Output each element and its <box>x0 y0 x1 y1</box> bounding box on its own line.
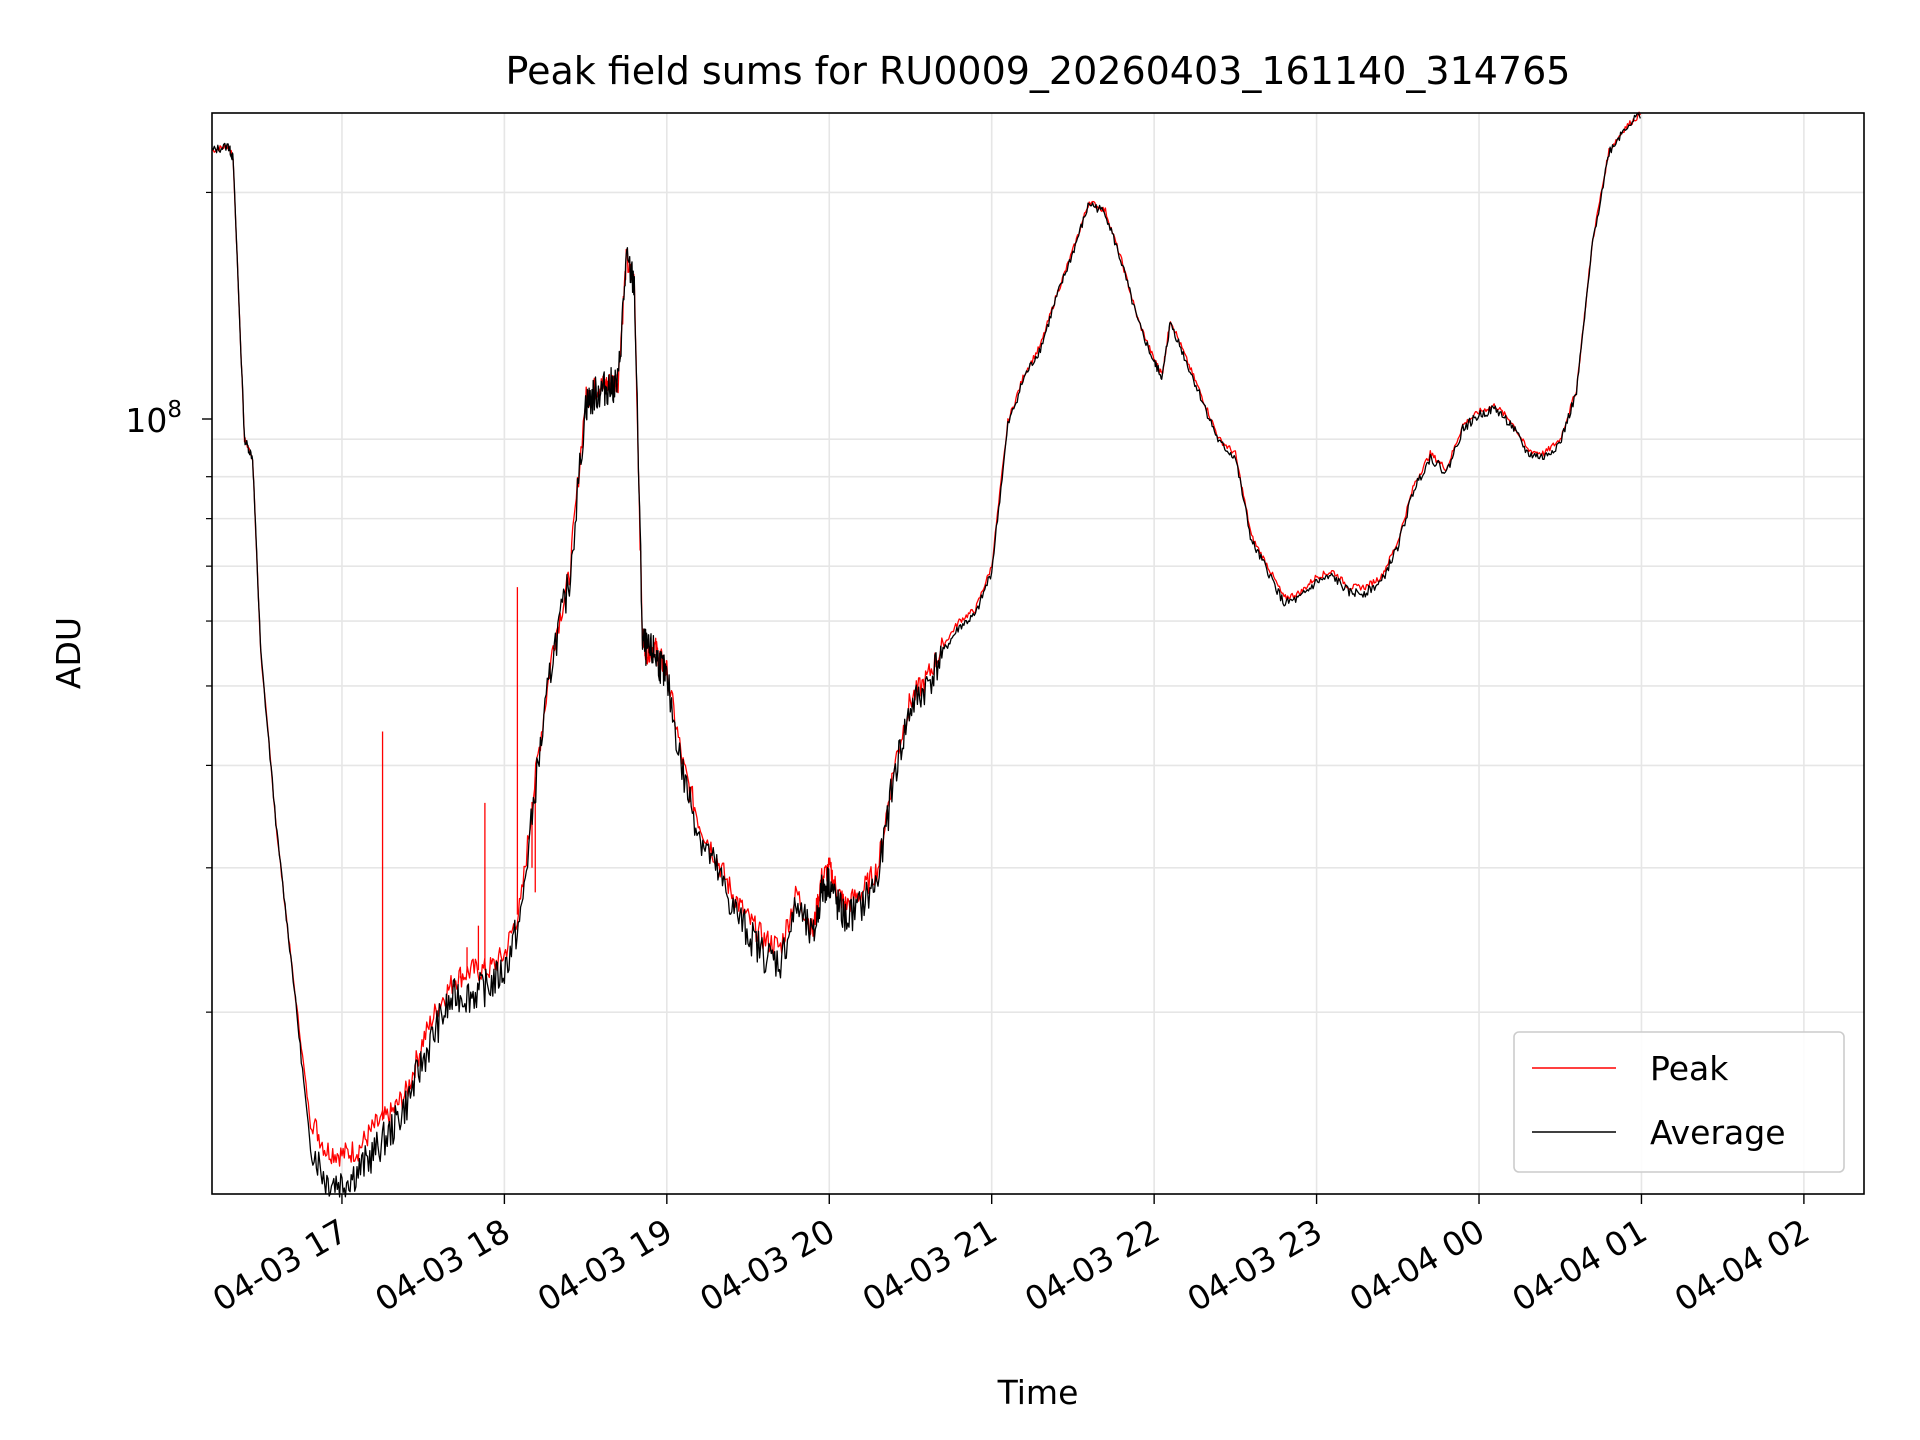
series-layer <box>211 111 1641 1198</box>
plot-frame <box>211 112 1865 1195</box>
legend-box <box>1513 1031 1845 1173</box>
y-tick-label: 108 <box>125 397 182 440</box>
y-tick-exponent: 8 <box>167 397 182 423</box>
y-axis-label: ADU <box>49 617 88 689</box>
chart-title: Peak field sums for RU0009_20260403_1611… <box>506 49 1571 93</box>
y-axis-ticks: 108 <box>125 191 212 1013</box>
legend-label-peak: Peak <box>1650 1049 1729 1088</box>
grid <box>212 113 1864 1194</box>
legend-label-average: Average <box>1650 1113 1786 1152</box>
legend: Peak Average <box>1513 1031 1845 1173</box>
series-line-peak <box>211 111 1641 1167</box>
series-line-average <box>211 112 1641 1198</box>
x-axis-label: Time <box>997 1373 1079 1412</box>
